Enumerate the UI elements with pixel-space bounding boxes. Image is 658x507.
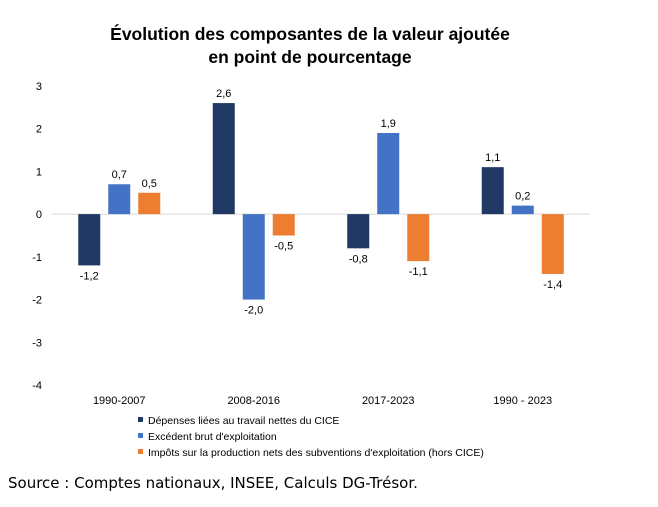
source-note: Source : Comptes nationaux, INSEE, Calcu… [8, 474, 418, 492]
data-label: 0,7 [112, 169, 127, 181]
y-tick-label: 0 [36, 209, 42, 221]
bar-3 [272, 214, 295, 236]
legend-label: Excédent brut d'exploitation [148, 431, 277, 443]
bar-2 [242, 214, 265, 300]
data-label: 2,6 [216, 88, 231, 100]
y-tick-label: 3 [36, 81, 42, 93]
x-tick-label: 1990-2007 [93, 395, 146, 407]
y-tick-label: -3 [32, 337, 42, 349]
y-tick-label: -2 [32, 295, 42, 307]
bar-1 [212, 103, 235, 215]
y-tick-label: 1 [36, 166, 42, 178]
legend-swatch [138, 449, 143, 454]
legend-label: Impôts sur la production nets des subven… [148, 447, 484, 459]
data-label: -0,5 [274, 241, 293, 253]
x-tick-label: 2017-2023 [362, 395, 415, 407]
data-label: -1,1 [409, 266, 428, 278]
bar-1 [78, 214, 101, 266]
data-label: 0,5 [142, 178, 157, 190]
chart-bars: -1,2 0,7 0,5 2,6 -2,0 -0,5 -0,8 1,9 -1,1 1,1 0,2 -1… [78, 88, 564, 317]
bar-2 [108, 184, 131, 215]
data-label: -2,0 [244, 305, 263, 317]
x-tick-label: 1990 - 2023 [493, 395, 552, 407]
legend-swatch [138, 417, 143, 422]
bar-3 [541, 214, 564, 274]
chart-title-line2: en point de pourcentage [208, 47, 411, 67]
legend-swatch [138, 433, 143, 438]
bar-3 [138, 192, 161, 215]
data-label: -1,4 [543, 279, 562, 291]
y-tick-label: 2 [36, 124, 42, 136]
y-tick-label: -4 [32, 380, 42, 392]
data-label: -0,8 [349, 253, 368, 265]
data-label: 1,1 [485, 152, 500, 164]
x-tick-label: 2008-2016 [227, 395, 280, 407]
chart-title-line1: Évolution des composantes de la valeur a… [110, 23, 510, 44]
chart-axes: 3 2 1 0 -1 -2 -3 -4 1990-2007 2008-2016 2017-2023 1… [32, 81, 590, 407]
data-label: 1,9 [381, 118, 396, 130]
bar-1 [481, 167, 504, 215]
data-label: 0,2 [515, 191, 530, 203]
bar-1 [347, 214, 370, 249]
chart: Évolution des composantes de la valeur a… [32, 23, 590, 459]
bar-2 [377, 132, 400, 215]
legend-label: Dépenses liées au travail nettes du CICE [148, 415, 339, 427]
bar-2 [511, 205, 534, 215]
data-label: -1,2 [80, 270, 99, 282]
y-tick-label: -1 [32, 252, 42, 264]
bar-3 [407, 214, 430, 262]
chart-legend: Dépenses liées au travail nettes du CICE… [138, 415, 484, 459]
